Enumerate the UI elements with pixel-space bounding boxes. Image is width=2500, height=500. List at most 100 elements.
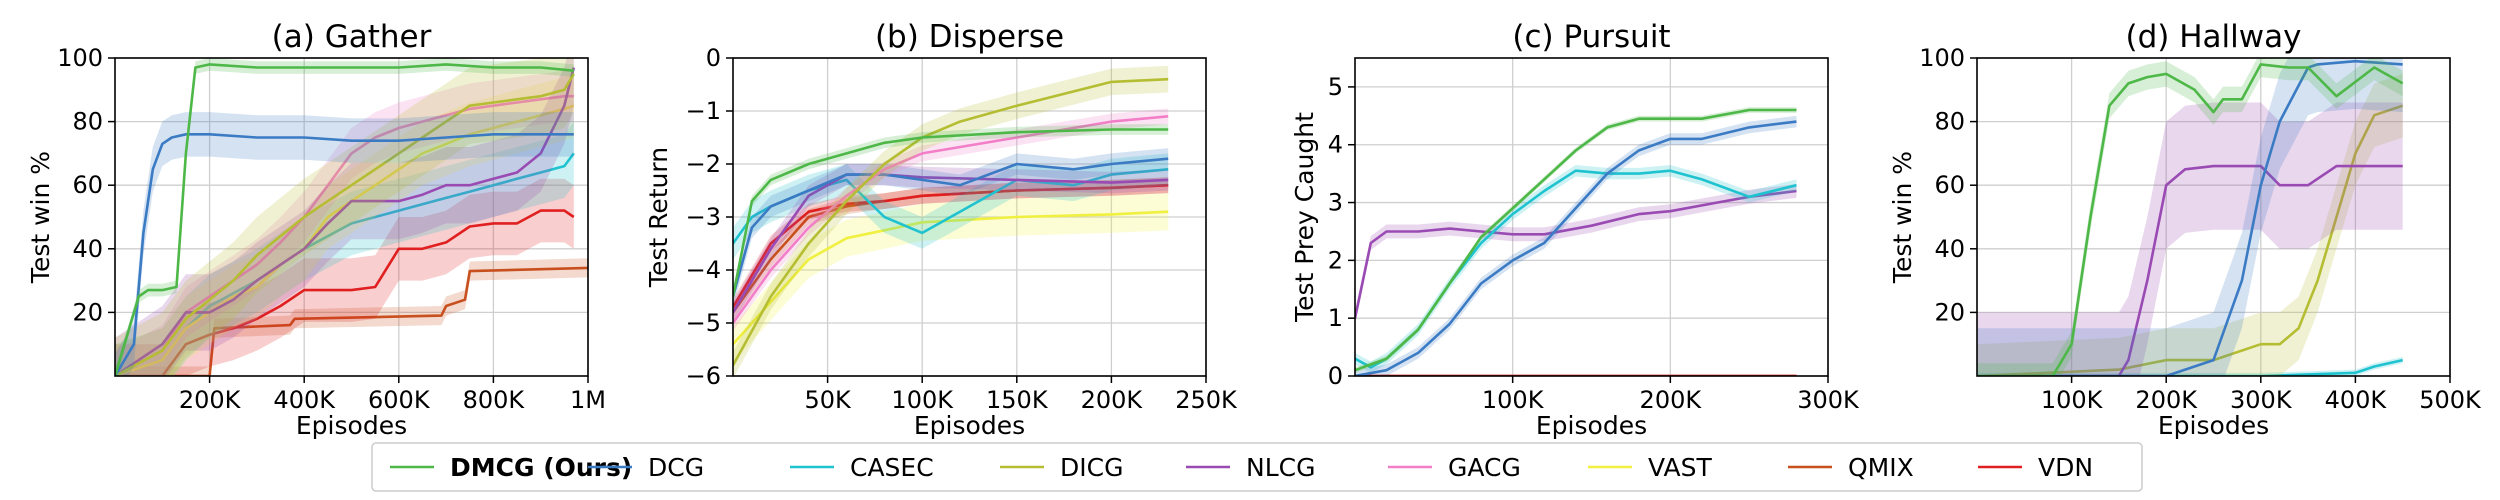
x-tick-label: 600K <box>368 386 431 414</box>
y-tick-label: −3 <box>686 203 721 231</box>
line-nlcg <box>1355 189 1797 319</box>
y-tick-label: 40 <box>72 235 103 263</box>
y-tick-label: 1 <box>1328 304 1343 332</box>
y-axis-label: Test win % <box>1888 151 1917 284</box>
legend-label: DICG <box>1060 453 1123 482</box>
line-vast <box>733 210 1169 346</box>
y-tick-label: 4 <box>1328 131 1343 159</box>
x-tick-label: 200K <box>2135 386 2198 414</box>
line-qmix <box>115 266 588 376</box>
y-axis-label: Test Prey Caught <box>1290 112 1319 323</box>
y-tick-label: 0 <box>706 44 721 72</box>
legend-item-casec: CASEC <box>790 453 934 482</box>
band-nlcg <box>733 164 1169 323</box>
y-tick-label: −5 <box>686 309 721 337</box>
panel-a-gather: 200K 400K 600K 800K 1M 20 40 60 80 100 (a) Gather E… <box>26 19 606 440</box>
x-tick-label: 250K <box>1175 386 1238 414</box>
plot-frame <box>1354 57 1829 377</box>
x-tick-label: 300K <box>1797 386 1860 414</box>
x-tick-label: 400K <box>2325 386 2388 414</box>
line-dicg <box>1977 104 2404 376</box>
line-vdn <box>115 209 575 376</box>
y-tick-label: 0 <box>1328 362 1343 390</box>
band-dcg <box>1355 115 1797 376</box>
band-vdn <box>115 178 574 376</box>
band-gacg <box>115 70 574 376</box>
band-casec <box>1355 165 1797 374</box>
x-tick-label: 400K <box>273 386 336 414</box>
y-axis-label: Test Return <box>644 147 673 288</box>
band-nlcg <box>1355 184 1797 326</box>
band-dmcg <box>1977 58 2403 376</box>
legend-label: GACG <box>1448 453 1521 482</box>
line-casec <box>115 152 575 376</box>
legend-frame <box>371 442 2143 492</box>
line-dmcg <box>1977 63 2404 376</box>
y-tick-label: 20 <box>72 298 103 326</box>
x-tick-label: 800K <box>463 386 526 414</box>
legend-item-nlcg: NLCG <box>1186 453 1315 482</box>
x-tick-label: 200K <box>1640 386 1703 414</box>
plot-frame <box>114 57 589 377</box>
legend-item-vdn: VDN <box>1978 453 2093 482</box>
panel-d-hallway: 100K 200K 300K 400K 500K 20 40 60 80 100 (d) Hallw… <box>1888 19 2482 440</box>
line-dicg <box>115 73 575 376</box>
band-qmix <box>733 177 1169 321</box>
plot-frame <box>1976 57 2451 377</box>
line-gacg <box>733 115 1169 324</box>
line-dcg <box>1355 120 1797 376</box>
y-tick-label: 80 <box>1934 108 1965 136</box>
line-gacg <box>115 94 574 376</box>
y-tick-label: 100 <box>1919 44 1965 72</box>
x-tick-label: 200K <box>179 386 242 414</box>
legend-label: VDN <box>2038 453 2093 482</box>
x-tick-label: 300K <box>2230 386 2293 414</box>
y-tick-label: −6 <box>686 362 721 390</box>
line-nlcg <box>115 67 576 376</box>
y-tick-label: 20 <box>1934 298 1965 326</box>
legend-item-vast: VAST <box>1588 453 1712 482</box>
chart-title: (b) Disperse <box>875 19 1064 55</box>
legend-item-qmix: QMIX <box>1788 453 1914 482</box>
legend-label: CASEC <box>850 453 934 482</box>
panel-c-pursuit: 100K 200K 300K 0 1 2 3 4 5 (c) Pursuit Episodes Tes… <box>1290 19 1860 440</box>
band-nlcg <box>115 58 574 376</box>
line-nlcg <box>1977 164 2403 376</box>
line-dmcg <box>115 63 574 376</box>
y-tick-label: −2 <box>686 150 721 178</box>
legend-label: NLCG <box>1246 453 1315 482</box>
line-dcg <box>733 157 1169 297</box>
y-tick-label: −4 <box>686 256 721 284</box>
panel-b-disperse: 50K 100K 150K 200K 250K −6 −5 −4 −3 −2 −1 0 (b) Disp… <box>644 19 1238 440</box>
y-tick-label: 80 <box>72 108 103 136</box>
x-tick-label: 100K <box>2041 386 2104 414</box>
line-dcg <box>115 133 574 376</box>
chart-title: (d) Hallway <box>2126 19 2302 55</box>
y-tick-label: 40 <box>1934 235 1965 263</box>
line-dmcg <box>733 128 1169 297</box>
x-tick-label: 500K <box>2419 386 2482 414</box>
y-tick-label: 60 <box>72 171 103 199</box>
x-axis-label: Episodes <box>1536 411 1647 440</box>
band-vdn <box>733 177 1169 316</box>
x-tick-label: 100K <box>1482 386 1545 414</box>
y-tick-label: 60 <box>1934 171 1965 199</box>
y-tick-label: 100 <box>57 44 103 72</box>
band-dmcg <box>1355 107 1797 374</box>
x-axis-label: Episodes <box>296 411 407 440</box>
line-casec <box>1977 358 2403 376</box>
legend-item-dicg: DICG <box>1000 453 1123 482</box>
band-dcg <box>1977 58 2403 376</box>
legend-label: VAST <box>1648 453 1712 482</box>
band-dicg <box>733 65 1169 376</box>
legend-item-dcg: DCG <box>588 453 704 482</box>
y-tick-label: 2 <box>1328 246 1343 274</box>
legend-label: DCG <box>648 453 704 482</box>
y-tick-label: 5 <box>1328 73 1343 101</box>
x-tick-label: 50K <box>804 386 852 414</box>
band-nlcg <box>1977 102 2403 376</box>
x-tick-label: 1M <box>570 386 606 414</box>
y-tick-label: −1 <box>686 97 721 125</box>
band-vast <box>733 193 1169 363</box>
